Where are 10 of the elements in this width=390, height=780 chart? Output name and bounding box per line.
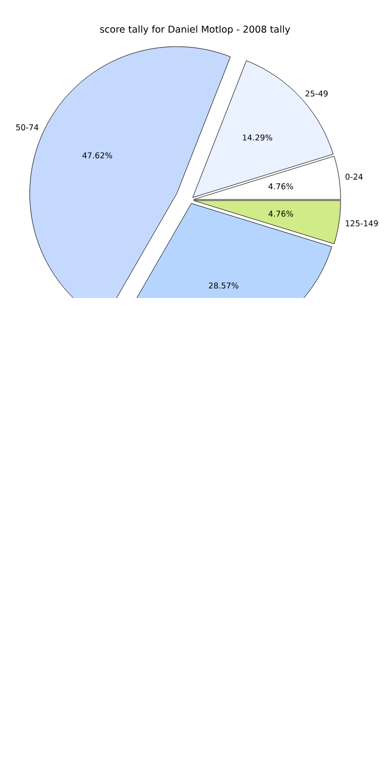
chart-title: score tally for Daniel Motlop - 2008 tally	[100, 25, 290, 35]
data-label: 14.29%	[242, 134, 272, 141]
slice-label: 0-24	[346, 174, 363, 180]
slice-label: 50-74	[16, 124, 38, 130]
data-label: 4.76%	[268, 183, 294, 190]
data-label: 28.57%	[208, 282, 238, 289]
data-label: 47.62%	[82, 152, 112, 158]
data-label: 4.76%	[268, 210, 294, 217]
slice-label: 125-149	[346, 220, 378, 226]
slice-label: 25-49	[306, 90, 328, 97]
